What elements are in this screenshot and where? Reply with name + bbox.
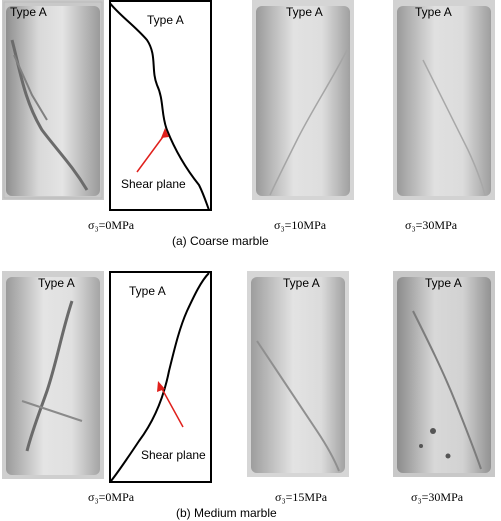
annotation-arrowhead — [157, 381, 165, 392]
panel-caption: (a) Coarse marble — [172, 234, 269, 248]
shear-plane-curve — [110, 272, 210, 482]
specimen-type-label: Type A — [425, 276, 462, 290]
specimen-type-label: Type A — [286, 5, 323, 19]
specimen-type-label: Type A — [283, 276, 320, 290]
sketch-frame — [109, 271, 212, 483]
panel-caption: (b) Medium marble — [176, 506, 277, 520]
specimen-type-label: Type A — [10, 5, 47, 19]
specimen-photo-coarse-30mpa: Type A — [393, 0, 495, 200]
sigma-label: σ₃=30MPa — [405, 218, 458, 232]
sigma-label: σ₃=30MPa — [411, 490, 464, 504]
shear-plane-label: Shear plane — [121, 177, 186, 191]
specimen-type-label: Type A — [415, 5, 452, 19]
annotation-arrow — [160, 386, 184, 428]
shear-plane-curve — [109, 1, 210, 211]
sketch-type-label: Type A — [147, 13, 184, 27]
specimen-type-label: Type A — [38, 276, 75, 290]
shear-plane-label: Shear plane — [141, 448, 206, 462]
specimen-photo-medium-15mpa: Type A — [247, 271, 349, 477]
failure-sketch-coarse: Type A Shear plane — [109, 0, 212, 211]
sigma-label: σ₃=0MPa — [88, 490, 135, 504]
sketch-frame — [109, 0, 212, 211]
specimen-photo-coarse-0mpa: Type A — [2, 0, 104, 200]
sketch-type-label: Type A — [129, 284, 166, 298]
annotation-arrow — [136, 133, 166, 173]
specimen-photo-medium-0mpa: Type A — [2, 271, 104, 479]
sigma-label: σ₃=10MPa — [274, 218, 327, 232]
annotation-arrowhead — [161, 128, 169, 138]
sigma-label: σ₃=15MPa — [275, 490, 328, 504]
sigma-label: σ₃=0MPa — [88, 218, 135, 232]
specimen-photo-medium-30mpa: Type A — [393, 271, 495, 477]
failure-sketch-medium: Type A Shear plane — [109, 271, 212, 483]
specimen-photo-coarse-10mpa: Type A — [252, 0, 354, 200]
